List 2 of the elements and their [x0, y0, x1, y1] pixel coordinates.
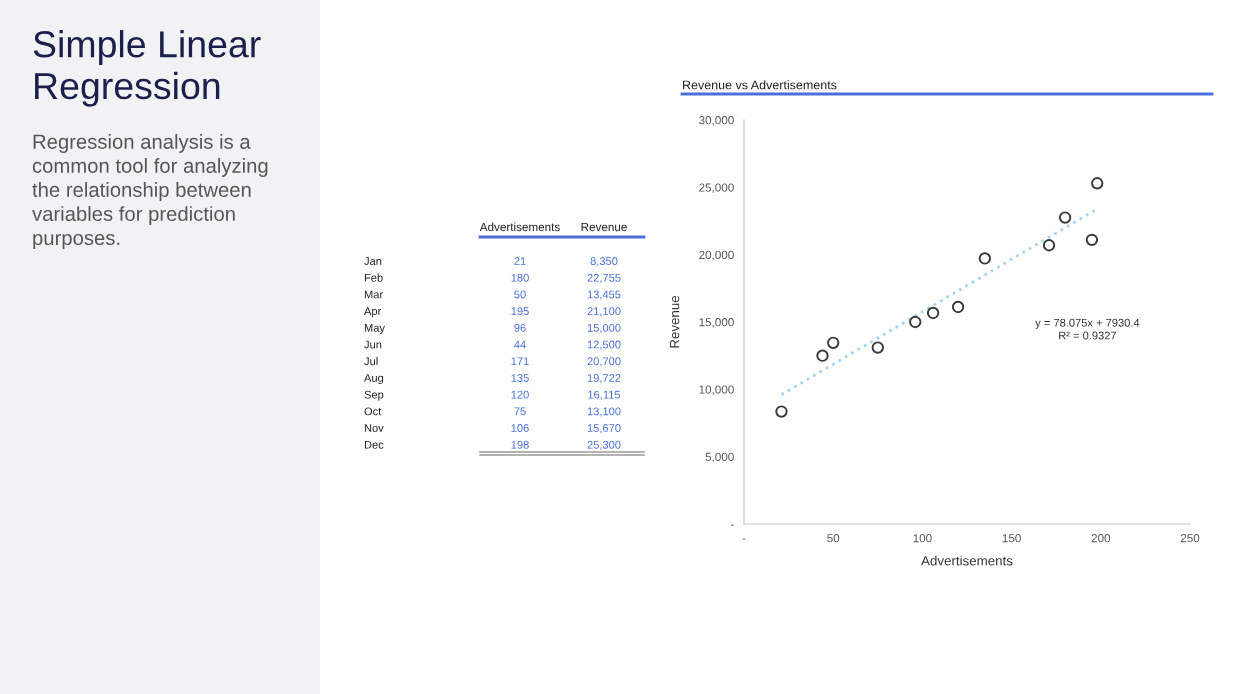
- text: Regression analysis is a common tool for analyzing the relationship between variables for prediction purposes.: [32, 134, 268, 250]
- text: Simple Linear Regression: [33, 30, 261, 107]
